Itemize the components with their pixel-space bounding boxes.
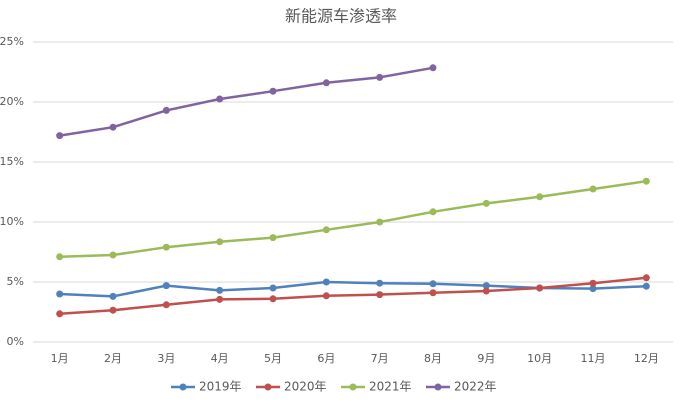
data-point <box>109 306 117 314</box>
y-tick-label: 5% <box>7 275 24 288</box>
x-tick-label: 8月 <box>424 352 442 365</box>
x-tick-label: 12月 <box>634 352 659 365</box>
data-point <box>56 290 64 298</box>
legend-label: 2021年 <box>369 380 412 394</box>
data-point <box>269 87 277 95</box>
series-line <box>59 179 647 259</box>
data-point <box>162 106 170 114</box>
x-tick-label: 5月 <box>264 352 282 365</box>
data-point <box>216 295 224 303</box>
legend-label: 2022年 <box>454 380 497 394</box>
x-tick-label: 9月 <box>477 352 495 365</box>
data-point <box>429 280 437 288</box>
data-point <box>162 243 170 251</box>
data-point <box>56 310 64 318</box>
legend-marker <box>349 383 357 391</box>
data-point <box>56 132 64 140</box>
y-tick-label: 10% <box>0 215 24 228</box>
chart-title: 新能源车渗透率 <box>285 7 397 26</box>
y-tick-label: 25% <box>0 35 24 48</box>
data-point <box>56 253 64 261</box>
legend-marker <box>434 383 442 391</box>
data-point <box>216 238 224 246</box>
data-point <box>322 292 330 300</box>
data-point <box>376 218 384 226</box>
data-point <box>642 274 650 282</box>
data-point <box>269 284 277 292</box>
x-tick-label: 2月 <box>104 352 122 365</box>
data-point <box>376 73 384 81</box>
data-point <box>589 279 597 287</box>
series-line <box>59 66 434 137</box>
data-point <box>536 284 544 292</box>
data-point <box>269 234 277 242</box>
data-point <box>429 289 437 297</box>
x-tick-label: 7月 <box>371 352 389 365</box>
data-point <box>536 193 544 201</box>
data-point <box>109 251 117 259</box>
legend-label: 2020年 <box>284 380 327 394</box>
data-point <box>589 285 597 293</box>
y-tick-label: 0% <box>7 335 24 348</box>
data-point <box>429 208 437 216</box>
y-tick-label: 20% <box>0 95 24 108</box>
x-tick-label: 4月 <box>211 352 229 365</box>
data-point <box>482 199 490 207</box>
data-point <box>482 282 490 290</box>
data-point <box>482 287 490 295</box>
data-point <box>216 286 224 294</box>
legend-label: 2019年 <box>199 380 242 394</box>
data-point <box>376 279 384 287</box>
legend-marker <box>179 383 187 391</box>
x-tick-label: 10月 <box>527 352 552 365</box>
data-point <box>162 301 170 309</box>
legend-marker <box>264 383 272 391</box>
y-tick-label: 15% <box>0 155 24 168</box>
x-tick-label: 6月 <box>317 352 335 365</box>
data-point <box>109 292 117 300</box>
x-tick-label: 11月 <box>581 352 606 365</box>
data-point <box>322 79 330 87</box>
series-line <box>59 276 647 316</box>
data-point <box>162 282 170 290</box>
data-point <box>642 282 650 290</box>
data-point <box>589 185 597 193</box>
x-tick-label: 3月 <box>157 352 175 365</box>
data-point <box>429 64 437 72</box>
data-point <box>109 123 117 131</box>
data-point <box>322 278 330 286</box>
data-point <box>376 291 384 299</box>
data-point <box>216 95 224 103</box>
data-point <box>322 226 330 234</box>
data-point <box>269 295 277 303</box>
data-point <box>642 177 650 185</box>
x-tick-label: 1月 <box>51 352 69 365</box>
